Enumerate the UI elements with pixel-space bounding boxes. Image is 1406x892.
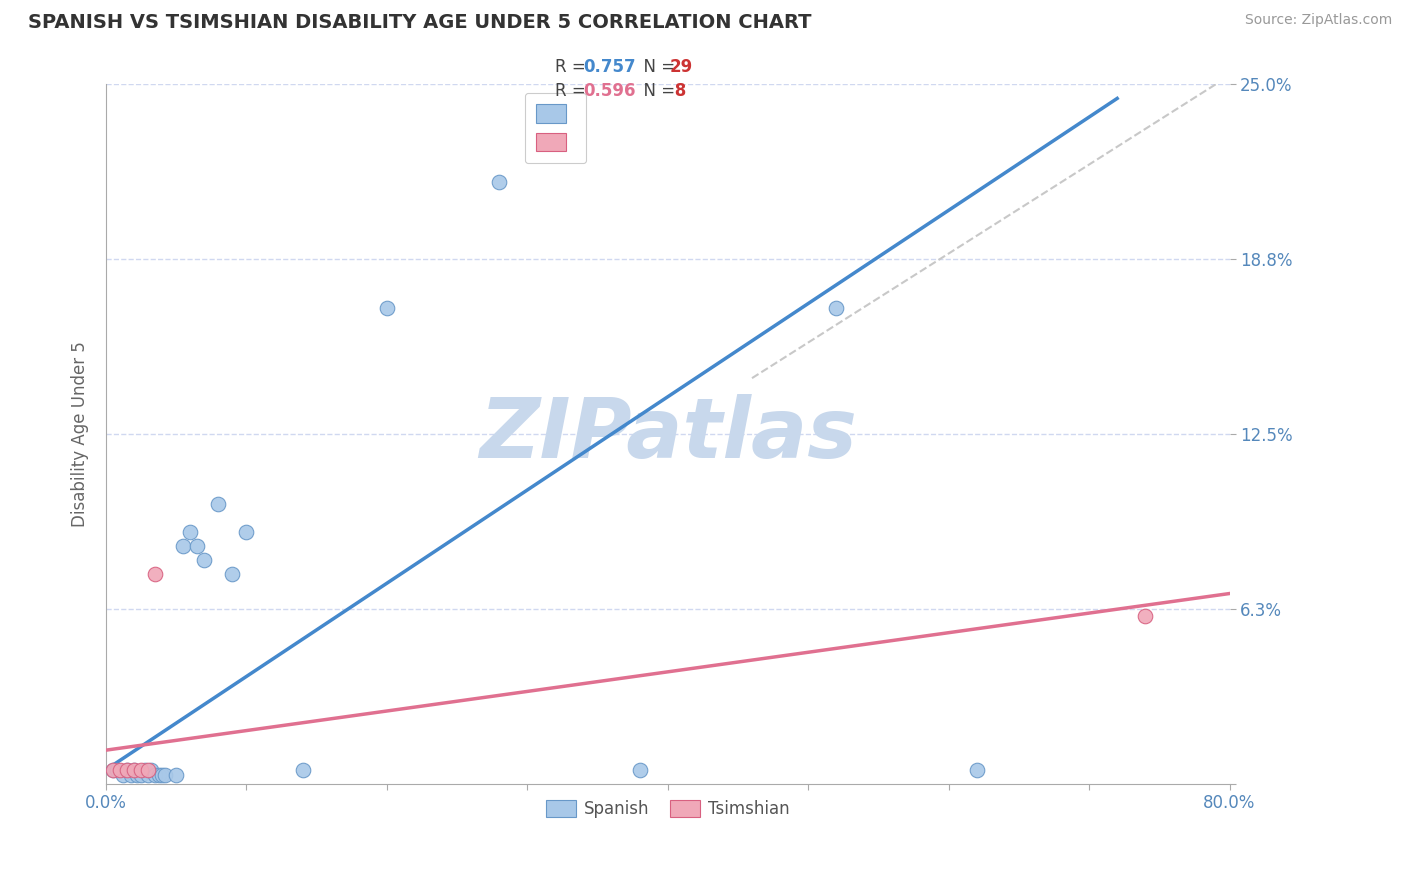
Text: 0.757: 0.757	[583, 58, 636, 76]
Point	[825, 301, 848, 316]
Point	[488, 175, 510, 189]
Point	[122, 763, 145, 777]
Point	[108, 763, 131, 777]
Point	[179, 524, 201, 539]
Text: N =: N =	[633, 58, 681, 76]
Point	[115, 763, 138, 777]
Point	[193, 553, 215, 567]
Text: 8: 8	[669, 82, 686, 100]
Point	[120, 768, 142, 782]
Text: ZIPatlas: ZIPatlas	[479, 393, 856, 475]
Point	[122, 763, 145, 777]
Text: Source: ZipAtlas.com: Source: ZipAtlas.com	[1244, 13, 1392, 28]
Text: N =: N =	[633, 82, 681, 100]
Point	[101, 763, 124, 777]
Point	[165, 768, 187, 782]
Legend: Spanish, Tsimshian: Spanish, Tsimshian	[538, 793, 796, 824]
Point	[966, 763, 988, 777]
Point	[375, 301, 398, 316]
Point	[153, 768, 176, 782]
Text: 29: 29	[669, 58, 693, 76]
Point	[125, 768, 148, 782]
Point	[134, 763, 156, 777]
Point	[148, 768, 170, 782]
Text: SPANISH VS TSIMSHIAN DISABILITY AGE UNDER 5 CORRELATION CHART: SPANISH VS TSIMSHIAN DISABILITY AGE UNDE…	[28, 13, 811, 32]
Point	[143, 768, 166, 782]
Point	[172, 539, 194, 553]
Point	[207, 497, 229, 511]
Point	[139, 763, 162, 777]
Point	[101, 763, 124, 777]
Point	[1135, 608, 1157, 623]
Point	[136, 763, 159, 777]
Point	[291, 763, 314, 777]
Text: R =: R =	[555, 82, 592, 100]
Point	[221, 566, 243, 581]
Y-axis label: Disability Age Under 5: Disability Age Under 5	[72, 341, 89, 527]
Point	[186, 539, 208, 553]
Point	[111, 768, 134, 782]
Text: 0.596: 0.596	[583, 82, 636, 100]
Point	[628, 763, 651, 777]
Point	[129, 768, 152, 782]
Point	[150, 768, 173, 782]
Point	[105, 763, 128, 777]
Point	[143, 566, 166, 581]
Point	[136, 768, 159, 782]
Point	[235, 524, 257, 539]
Point	[129, 763, 152, 777]
Text: R =: R =	[555, 58, 592, 76]
Point	[115, 763, 138, 777]
